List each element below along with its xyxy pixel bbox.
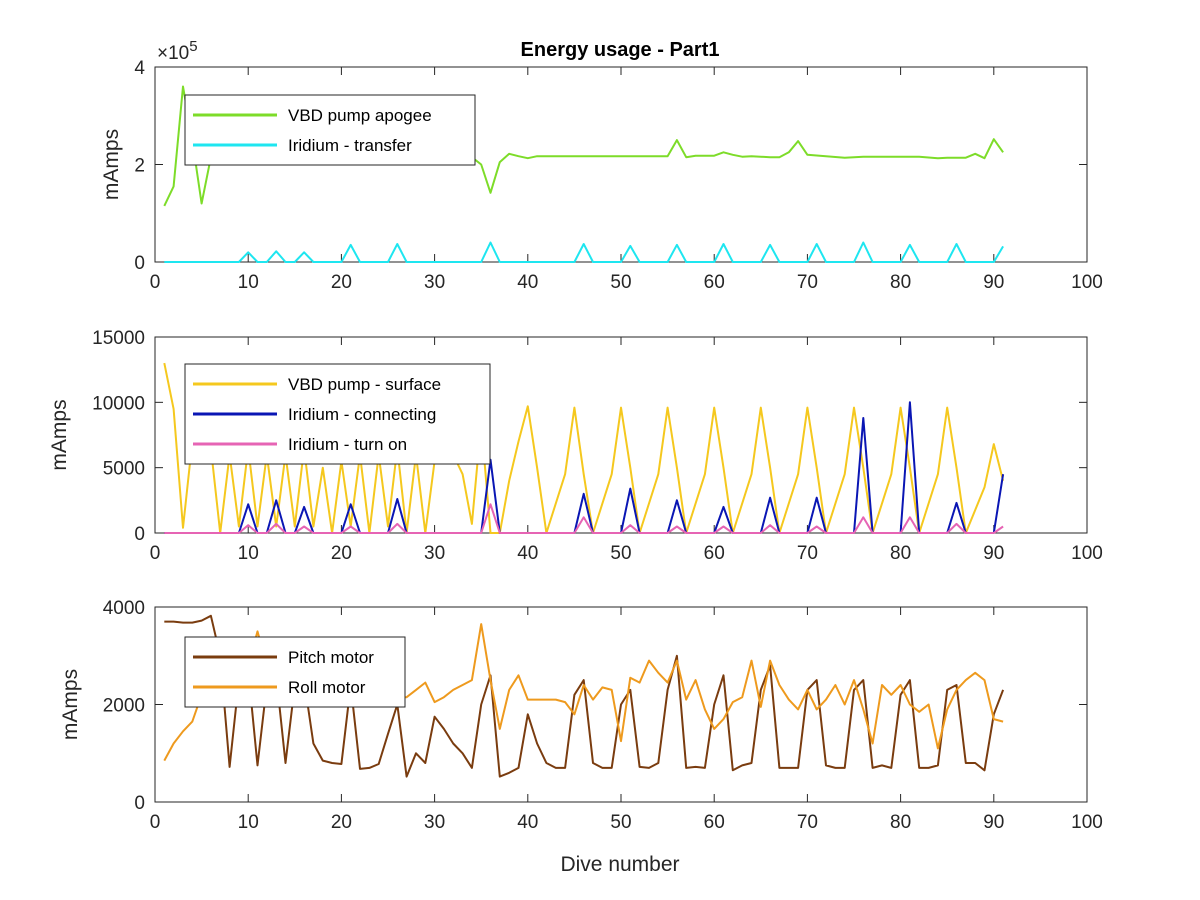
x-tick-label: 90 [983,543,1004,564]
x-tick-label: 70 [797,272,818,293]
y-tick-label: 5000 [103,459,145,480]
x-tick-label: 10 [238,272,259,293]
series-line-vbd-pump-surface [163,362,1005,534]
x-tick-label: 60 [704,272,725,293]
x-tick-label: 0 [150,543,161,564]
x-tick-label: 80 [890,543,911,564]
x-tick-label: 10 [238,812,259,833]
subplot-2: 0 10 20 30 40 50 60 70 80 90 100 0 5000 10000 15000 mAm… [48,328,1103,564]
x-tick-label: 90 [983,812,1004,833]
x-tick-label: 80 [890,272,911,293]
y-tick-label: 0 [134,793,145,814]
x-tick-label: 0 [150,812,161,833]
legend-label: Iridium - connecting [288,405,436,424]
y-axis-label: mAmps [59,669,82,740]
legend-label: Iridium - transfer [288,136,412,155]
y-tick-label: 15000 [92,328,145,349]
subplot-3: 0 10 20 30 40 50 60 70 80 90 100 0 2000 4000 mAmps Pitc… [59,598,1103,833]
y-tick-label: 4000 [103,598,145,619]
x-tick-label: 70 [797,812,818,833]
x-tick-label: 40 [517,272,538,293]
series-line-iridium-turn-on [164,503,1004,534]
legend-label: Iridium - turn on [288,435,407,454]
y-tick-label: 2 [134,156,145,177]
x-tick-label: 20 [331,543,352,564]
legend-box [184,94,476,166]
x-tick-label: 70 [797,543,818,564]
x-tick-label: 20 [331,812,352,833]
legend-3: Pitch motor Roll motor [184,636,406,708]
figure-x-axis-label: Dive number [560,853,679,876]
x-tick-label: 40 [517,543,538,564]
x-tick-label: 50 [610,812,631,833]
x-tick-label: 50 [610,543,631,564]
y-axis-label: mAmps [48,399,71,470]
x-tick-label: 100 [1071,812,1103,833]
x-tick-label: 20 [331,272,352,293]
x-tick-label: 10 [238,543,259,564]
x-tick-label: 100 [1071,272,1103,293]
x-tick-label: 40 [517,812,538,833]
y-tick-label: 4 [134,58,145,79]
x-tick-label: 30 [424,812,445,833]
x-tick-label: 80 [890,812,911,833]
legend-label: VBD pump apogee [288,106,432,125]
x-tick-label: 100 [1071,543,1103,564]
y-axis-label: mAmps [100,129,123,200]
y-tick-label: 0 [134,253,145,274]
series-line-iridium-transfer [164,241,1004,263]
legend-2: VBD pump - surface Iridium - connecting Ir… [184,363,491,465]
y-tick-label: 2000 [103,696,145,717]
x-tick-label: 60 [704,543,725,564]
legend-label: Pitch motor [288,648,374,667]
y-tick-label: 10000 [92,393,145,414]
y-tick-label: 0 [134,524,145,545]
legend-label: VBD pump - surface [288,375,441,394]
x-tick-label: 30 [424,543,445,564]
figure-title: Energy usage - Part1 [521,39,720,61]
x-tick-label: 90 [983,272,1004,293]
x-tick-label: 60 [704,812,725,833]
x-tick-label: 50 [610,272,631,293]
legend-box [184,636,406,708]
x-tick-label: 0 [150,272,161,293]
x-tick-label: 30 [424,272,445,293]
legend-1: VBD pump apogee Iridium - transfer [184,94,476,166]
legend-label: Roll motor [288,678,366,697]
